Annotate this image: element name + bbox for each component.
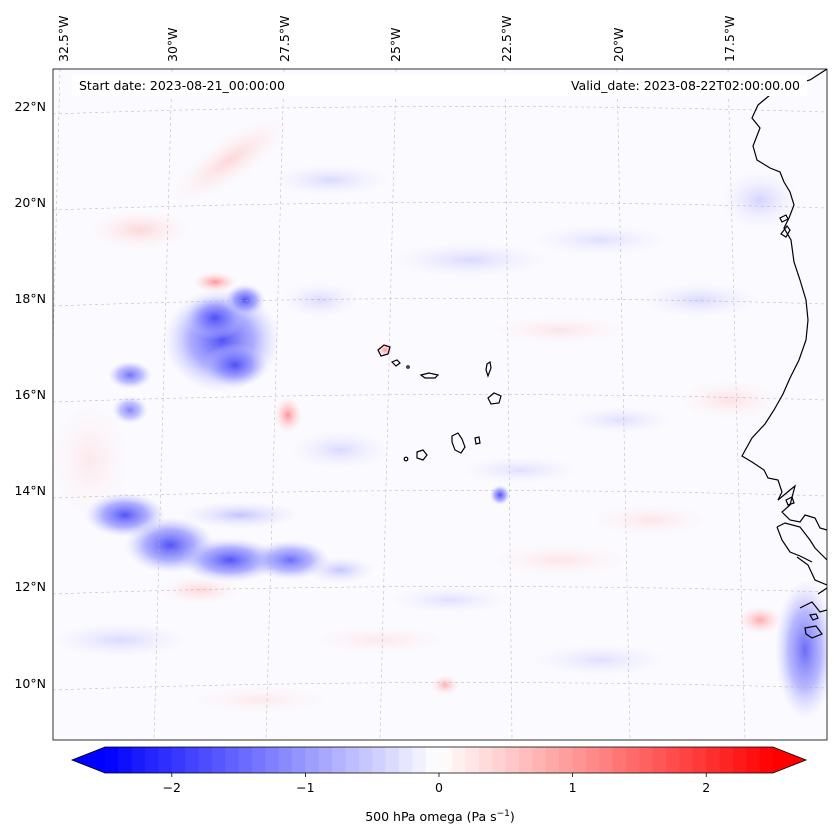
lat-label: 14°N: [14, 483, 46, 498]
colorbar-cell: [131, 747, 146, 773]
colorbar-cell: [732, 747, 747, 773]
sao-nicolau-island: [419, 372, 440, 379]
colorbar-cell: [559, 747, 574, 773]
gridlines: [53, 69, 827, 740]
colorbar-cell: [585, 747, 600, 773]
maio-island: [474, 436, 481, 445]
lat-label: 22°N: [14, 99, 46, 114]
colorbar-cell: [332, 747, 346, 773]
colorbar-cell: [145, 747, 159, 773]
colorbar-cell: [425, 747, 440, 773]
colorbar-cell: [492, 747, 507, 773]
colorbar-cell: [265, 747, 280, 773]
colorbar-tick-label: −1: [296, 780, 314, 795]
colorbar-cell: [679, 747, 694, 773]
sao-vicente-island: [390, 359, 401, 367]
lat-label: 16°N: [14, 387, 46, 402]
colorbar-cell: [639, 747, 654, 773]
colorbar-cell: [158, 747, 173, 773]
colorbar-cell: [545, 747, 560, 773]
lat-label: 18°N: [14, 291, 46, 306]
colorbar-cell: [439, 747, 453, 773]
colorbar-cell: [278, 747, 293, 773]
lon-label: 17.5°W: [722, 16, 737, 62]
santiago-island: [451, 432, 466, 454]
lon-label: 20°W: [611, 27, 626, 62]
colorbar-cell: [198, 747, 213, 773]
header-background: [72, 75, 807, 96]
colorbar-cell: [532, 747, 547, 773]
colorbar-cell: [238, 747, 253, 773]
boa-vista-island: [487, 392, 502, 405]
longitude-labels: 32.5°W 30°W 27.5°W 25°W 22.5°W 20°W 17.5…: [56, 16, 737, 62]
colorbar-cell: [305, 747, 320, 773]
colorbar-ticks: −2 −1 0 1 2: [163, 773, 710, 795]
start-date-text: Start date: 2023-08-21_00:00:00: [79, 78, 285, 93]
colorbar-cell: [251, 747, 266, 773]
ascent-cluster-north: [108, 272, 302, 433]
lon-label: 30°W: [165, 27, 180, 62]
brava-island: [403, 456, 409, 462]
africa-coastline: [741, 69, 827, 639]
colorbar-cell: [385, 747, 400, 773]
lat-label: 12°N: [14, 579, 46, 594]
map-panel: [53, 69, 827, 740]
colorbar-cell: [118, 747, 133, 773]
colorbar-cell: [746, 747, 761, 773]
colorbar-cell: [171, 747, 186, 773]
colorbar-cell: [225, 747, 240, 773]
cape-verde-islands: [377, 344, 502, 462]
santo-antao-island: [377, 344, 391, 357]
colorbar-cell: [572, 747, 587, 773]
colorbar-cell: [706, 747, 721, 773]
colorbar-cell: [719, 747, 734, 773]
colorbar-cell: [372, 747, 387, 773]
colorbar-cell: [465, 747, 480, 773]
lon-label: 22.5°W: [499, 16, 514, 62]
lon-label: 32.5°W: [56, 16, 71, 62]
colorbar-cell: [412, 747, 427, 773]
colorbar: −2 −1 0 1 2 500 hPa omega (Pa s−1): [70, 746, 808, 824]
valid-date-text: Valid_date: 2023-08-22T02:00:00.00: [571, 78, 800, 93]
colorbar-cell: [318, 747, 333, 773]
colorbar-cell: [398, 747, 413, 773]
colorbar-outline: [70, 746, 808, 774]
colorbar-cell: [479, 747, 493, 773]
colorbar-cell: [358, 747, 373, 773]
colorbar-extend-min: [72, 747, 105, 773]
fogo-island: [416, 449, 428, 461]
map-frame: [52, 68, 828, 741]
colorbar-cell: [626, 747, 640, 773]
colorbar-cell: [185, 747, 200, 773]
colorbar-label: 500 hPa omega (Pa s−1): [365, 809, 515, 824]
colorbar-cell: [452, 747, 467, 773]
colorbar-cell: [692, 747, 707, 773]
lon-label: 25°W: [388, 27, 403, 62]
colorbar-tick-label: −2: [163, 780, 181, 795]
colorbar-cell: [759, 747, 774, 773]
colorbar-tick-label: 2: [702, 780, 710, 795]
colorbar-cell: [666, 747, 680, 773]
colorbar-cell: [599, 747, 614, 773]
colorbar-cell: [612, 747, 627, 773]
colorbar-tick-label: 1: [569, 780, 577, 795]
colorbar-cell: [519, 747, 534, 773]
colorbar-cell: [292, 747, 306, 773]
colorbar-cell: [505, 747, 520, 773]
colorbar-cell: [105, 747, 119, 773]
lon-label: 27.5°W: [277, 16, 292, 62]
colorbar-cell: [211, 747, 226, 773]
colorbar-cells: [72, 747, 806, 773]
colorbar-cell: [652, 747, 667, 773]
lat-label: 10°N: [14, 676, 46, 691]
sal-island: [485, 360, 492, 378]
colorbar-extend-max: [773, 747, 806, 773]
colorbar-cell: [345, 747, 360, 773]
lat-label: 20°N: [14, 195, 46, 210]
colorbar-tick-label: 0: [435, 780, 443, 795]
weak-omega-pattern: [53, 115, 800, 714]
latitude-labels: 22°N 20°N 18°N 16°N 14°N 12°N 10°N: [14, 99, 46, 691]
ascent-band-south: [85, 343, 827, 720]
